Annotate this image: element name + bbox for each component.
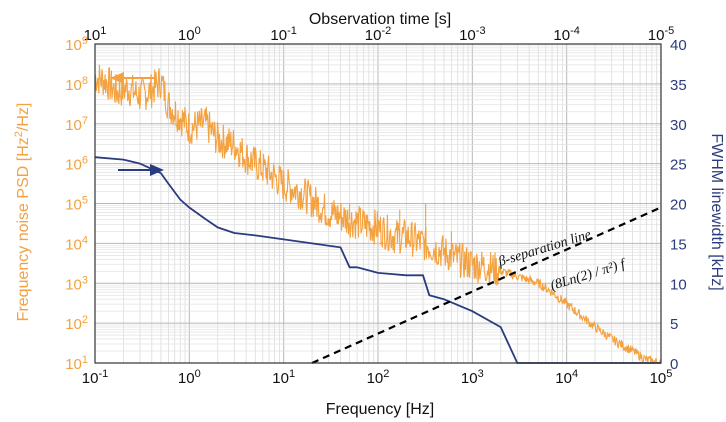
x-bottom-tick-label-exp: -1 — [98, 368, 108, 380]
x-axis-top-label: Observation time [s] — [309, 11, 451, 28]
y-left-tick-label-exp: 2 — [82, 314, 88, 326]
y-right-tick-label: 40 — [670, 37, 687, 54]
y-left-tick-label: 106 — [65, 155, 88, 174]
y-axis-left-label-prefix: Frequency noise PSD [Hz — [15, 137, 32, 321]
x-top-tick-label: 10-4 — [553, 25, 579, 44]
y-left-tick-label-exp: 3 — [82, 274, 88, 286]
x-bottom-tick-label-exp: 5 — [666, 368, 672, 380]
series-fwhm-line — [94, 156, 661, 364]
x-top-tick-label-exp: -1 — [287, 25, 297, 37]
y-right-tick-label: 0 — [670, 356, 678, 373]
x-top-tick-label-base: 10 — [84, 27, 101, 44]
y-right-tick-label: 35 — [670, 77, 687, 94]
arrow-fwhm-head — [150, 164, 164, 176]
y-left-tick-label: 105 — [65, 195, 88, 214]
x-top-tick-label: 10-5 — [648, 25, 674, 44]
x-bottom-tick-label-base: 10 — [650, 370, 667, 387]
x-top-tick-label: 101 — [84, 25, 107, 44]
y-left-tick-label-base: 10 — [65, 77, 82, 94]
y-left-tick-label-base: 10 — [65, 197, 82, 214]
y-left-tick-label-base: 10 — [65, 276, 82, 293]
x-top-tick-label-base: 10 — [270, 27, 287, 44]
y-left-tick-label-base: 10 — [65, 316, 82, 333]
x-bottom-tick-label: 102 — [367, 368, 390, 387]
x-bottom-tick-label: 105 — [650, 368, 673, 387]
x-bottom-tick-label-base: 10 — [178, 370, 195, 387]
y-left-tick-label: 107 — [65, 115, 88, 134]
y-right-tick-label: 20 — [670, 197, 687, 214]
y-left-tick-label-exp: 7 — [82, 115, 88, 127]
x-axis-bottom-label: Frequency [Hz] — [326, 401, 434, 418]
y-left-tick-label: 101 — [65, 354, 88, 373]
y-right-tick-label: 25 — [670, 157, 687, 174]
y-left-tick-label-exp: 6 — [82, 155, 88, 167]
grid — [94, 44, 661, 364]
x-top-tick-label-exp: -2 — [381, 25, 391, 37]
y-axis-left-label-suffix: /Hz] — [15, 103, 32, 131]
y-left-tick-label-base: 10 — [65, 37, 82, 54]
x-top-tick-label-base: 10 — [553, 27, 570, 44]
x-top-tick-label-exp: 0 — [195, 25, 201, 37]
x-bottom-tick-label-base: 10 — [367, 370, 384, 387]
x-bottom-tick-label-exp: 3 — [478, 368, 484, 380]
x-top-tick-label: 100 — [178, 25, 201, 44]
x-top-tick-label-base: 10 — [648, 27, 665, 44]
x-top-tick-label-exp: -4 — [570, 25, 580, 37]
x-bottom-tick-label: 104 — [555, 368, 578, 387]
y-axis-right-label: FWHM linewidth [kHz] — [708, 133, 725, 290]
y-left-tick-label-exp: 1 — [82, 354, 88, 366]
x-bottom-tick-label-exp: 0 — [195, 368, 201, 380]
x-bottom-tick-label-base: 10 — [82, 370, 99, 387]
arrow-psd-head — [110, 72, 124, 84]
y-left-tick-label-base: 10 — [65, 117, 82, 134]
y-left-tick-label-exp: 8 — [82, 75, 88, 87]
x-bottom-tick-label: 10-1 — [82, 368, 108, 387]
plot-frame-rect — [94, 43, 662, 364]
x-top-tick-label-base: 10 — [178, 27, 195, 44]
x-bottom-tick-label: 103 — [461, 368, 484, 387]
x-top-tick-label: 10-1 — [270, 25, 296, 44]
x-bottom-tick-label-base: 10 — [461, 370, 478, 387]
y-axis-left-label-sup: 2 — [13, 131, 25, 137]
y-right-tick-label: 15 — [670, 236, 687, 253]
y-left-tick-label-exp: 9 — [82, 35, 88, 47]
y-left-tick-label: 108 — [65, 75, 88, 94]
x-top-tick-label-exp: 1 — [100, 25, 106, 37]
series-psd-line — [94, 64, 662, 364]
y-right-tick-label: 5 — [670, 316, 678, 333]
y-right-tick-label: 30 — [670, 117, 687, 134]
plot-frame — [94, 43, 662, 364]
y-left-tick-label-base: 10 — [65, 236, 82, 253]
y-left-tick-label: 102 — [65, 314, 88, 333]
y-left-tick-label-exp: 4 — [82, 234, 88, 246]
x-bottom-tick-label-base: 10 — [272, 370, 289, 387]
x-top-tick-label-base: 10 — [459, 27, 476, 44]
x-bottom-tick-label-exp: 4 — [572, 368, 578, 380]
y-right-tick-label: 10 — [670, 276, 687, 293]
x-bottom-tick-label: 101 — [272, 368, 295, 387]
series-layer — [94, 64, 662, 365]
y-left-tick-label: 103 — [65, 274, 88, 293]
y-left-tick-label-exp: 5 — [82, 195, 88, 207]
x-bottom-tick-label-base: 10 — [555, 370, 572, 387]
x-bottom-tick-label-exp: 1 — [289, 368, 295, 380]
x-top-tick-label-exp: -5 — [664, 25, 674, 37]
reference-line — [311, 206, 662, 365]
y-left-tick-label-base: 10 — [65, 157, 82, 174]
y-left-tick-label: 104 — [65, 234, 88, 253]
y-left-tick-label: 109 — [65, 35, 88, 54]
y-left-tick-label-base: 10 — [65, 356, 82, 373]
x-top-tick-label: 10-2 — [365, 25, 391, 44]
x-top-tick-label: 10-3 — [459, 25, 485, 44]
x-bottom-tick-label: 100 — [178, 368, 201, 387]
x-top-tick-label-exp: -3 — [476, 25, 486, 37]
y-axis-left-label: Frequency noise PSD [Hz2/Hz] — [13, 103, 32, 322]
x-bottom-tick-label-exp: 2 — [383, 368, 389, 380]
x-top-tick-label-base: 10 — [365, 27, 382, 44]
